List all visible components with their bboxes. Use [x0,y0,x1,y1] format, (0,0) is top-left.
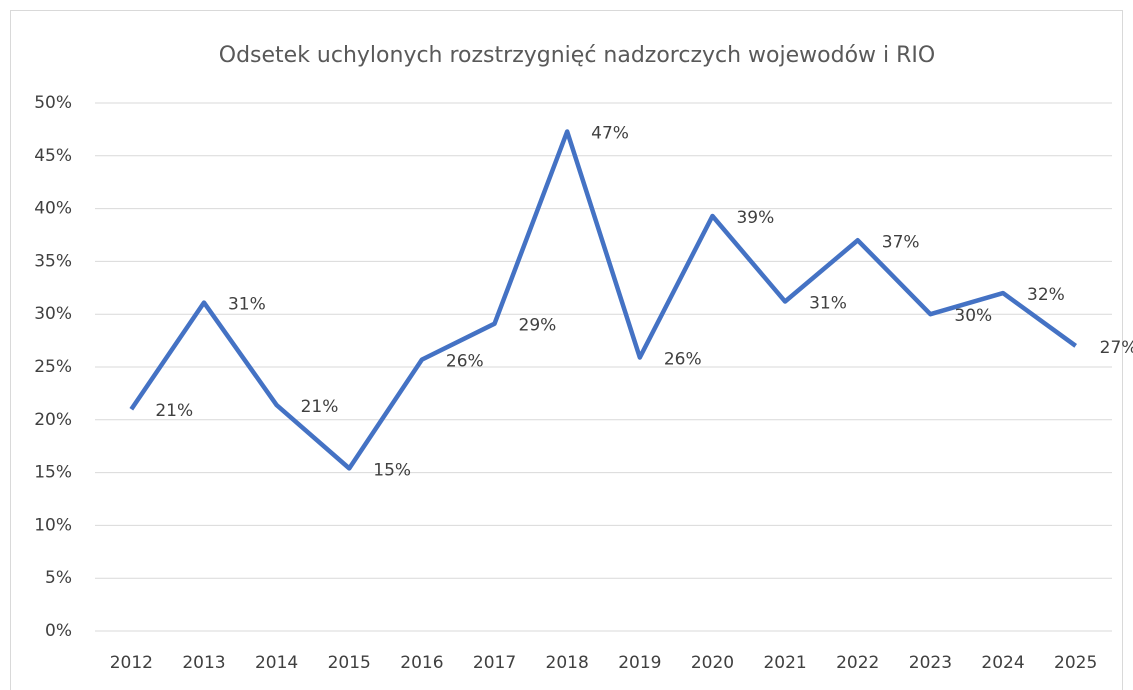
data-label: 39% [736,208,774,228]
data-label: 31% [228,295,266,315]
data-label: 37% [882,232,920,252]
y-tick-label: 40% [34,199,72,219]
x-tick-label: 2016 [400,653,443,673]
y-tick-label: 45% [34,146,72,166]
x-tick-label: 2018 [546,653,589,673]
y-tick-label: 25% [34,357,72,377]
data-label: 15% [373,460,411,480]
y-tick-label: 0% [45,621,72,641]
y-tick-label: 15% [34,463,72,483]
chart-title: Odsetek uchylonych rozstrzygnięć nadzorc… [219,43,935,68]
y-tick-label: 20% [34,410,72,430]
x-tick-label: 2020 [691,653,734,673]
x-tick-label: 2017 [473,653,516,673]
x-tick-label: 2014 [255,653,298,673]
x-tick-label: 2022 [836,653,879,673]
y-tick-label: 30% [34,304,72,324]
x-tick-label: 2015 [328,653,371,673]
data-label: 21% [155,401,193,421]
data-label: 21% [301,397,339,417]
data-label: 27% [1100,338,1133,358]
y-tick-label: 5% [45,568,72,588]
data-label: 29% [519,316,557,336]
x-tick-label: 2023 [909,653,952,673]
y-tick-label: 10% [34,515,72,535]
y-tick-label: 35% [34,251,72,271]
data-label: 26% [664,349,702,369]
data-label: 32% [1027,285,1065,305]
data-label: 30% [954,306,992,326]
x-tick-label: 2021 [763,653,806,673]
data-label: 26% [446,352,484,372]
chart-border [10,10,1123,690]
data-label: 31% [809,294,847,314]
x-tick-label: 2013 [182,653,225,673]
line [129,129,1078,471]
x-tick-label: 2019 [618,653,661,673]
x-tick-label: 2012 [110,653,153,673]
x-tick-label: 2025 [1054,653,1097,673]
data-label: 47% [591,124,629,144]
y-tick-label: 50% [34,93,72,113]
x-tick-label: 2024 [981,653,1024,673]
